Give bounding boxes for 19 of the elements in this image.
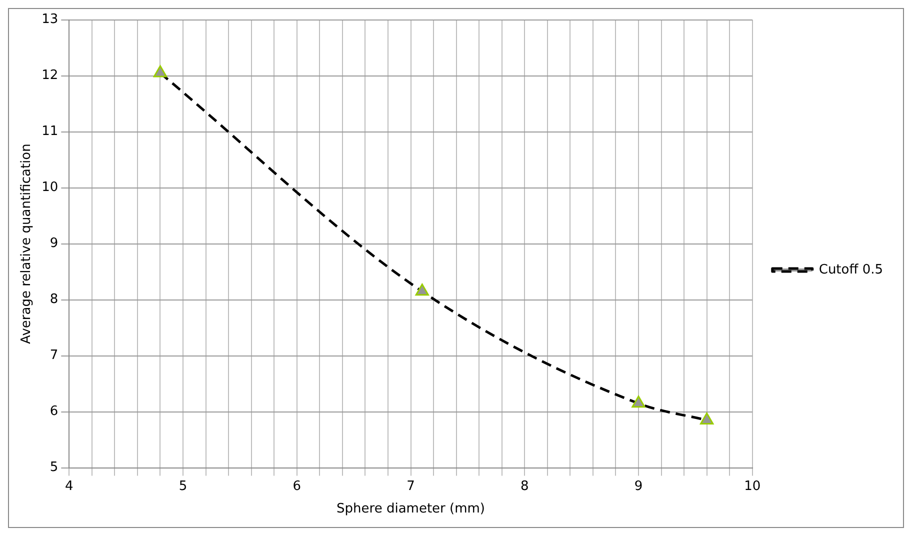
y-tick-label: 10 <box>42 180 58 196</box>
y-tick-label: 8 <box>50 292 58 308</box>
y-tick-label: 11 <box>42 124 58 140</box>
y-axis-title: Average relative quantification <box>19 144 34 344</box>
y-tick-label: 9 <box>50 236 58 252</box>
x-axis-title: Sphere diameter (mm) <box>336 502 485 517</box>
x-tick-label: 9 <box>634 478 643 494</box>
y-tick-label: 13 <box>42 12 58 28</box>
x-tick-label: 8 <box>520 478 529 494</box>
legend-label: Cutoff 0.5 <box>818 262 884 278</box>
x-tick-label: 5 <box>178 478 188 494</box>
x-tick-label: 7 <box>406 478 415 494</box>
y-tick-label: 6 <box>50 404 58 420</box>
y-tick-label: 7 <box>50 348 58 364</box>
x-tick-label: 6 <box>292 478 302 494</box>
x-tick-label: 10 <box>744 478 761 494</box>
y-tick-label: 12 <box>42 68 58 84</box>
y-tick-label: 5 <box>50 460 58 476</box>
x-tick-label: 4 <box>65 478 74 494</box>
